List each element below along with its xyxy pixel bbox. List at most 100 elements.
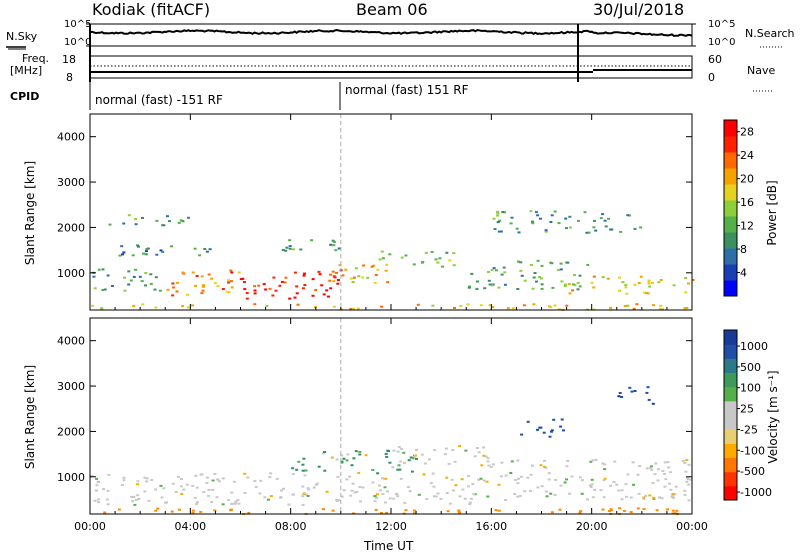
velocity-data-cell [213, 472, 217, 475]
power-data-cell [533, 272, 537, 274]
power-data-cell [516, 288, 520, 290]
power-data-cell [448, 259, 452, 262]
velocity-data-cell [195, 501, 199, 504]
power-data-cell [578, 274, 582, 277]
velocity-data-cell [95, 489, 98, 492]
power-data-cell [333, 276, 337, 279]
power-data-cell [563, 283, 567, 286]
velocity-data-cell [237, 502, 241, 505]
cpid-segment-1: normal (fast) -151 RF [95, 93, 223, 107]
velocity-data-cell [513, 493, 517, 495]
velocity-data-cell [323, 469, 327, 472]
power-data-cell [144, 284, 147, 287]
power-data-cell [264, 288, 268, 291]
velocity-data-cell [179, 485, 183, 488]
power-data-cell [108, 223, 112, 226]
velocity-data-cell [683, 462, 687, 464]
power-colorbar-swatch [724, 232, 737, 249]
velocity-data-cell [618, 392, 622, 394]
power-data-cell [331, 239, 335, 242]
power-data-cell [322, 293, 326, 296]
power-data-cell [351, 281, 355, 283]
velocity-data-cell [340, 460, 344, 463]
velocity-data-cell [636, 507, 640, 510]
velocity-data-cell [620, 498, 624, 501]
power-data-cell [568, 292, 572, 295]
velocity-data-cell [411, 457, 415, 460]
power-data-cell [230, 271, 234, 274]
velocity-data-cell [90, 475, 94, 477]
power-data-cell [372, 264, 376, 267]
power-data-cell [121, 253, 124, 256]
velocity-data-cell [202, 491, 206, 494]
power-data-cell [453, 307, 456, 309]
nsky-label: N.Sky [6, 30, 38, 43]
power-data-cell [229, 269, 233, 272]
power-data-cell [503, 271, 507, 274]
velocity-data-cell [301, 463, 305, 466]
velocity-data-cell [687, 499, 691, 502]
power-data-cell [144, 250, 148, 253]
velocity-data-cell [526, 476, 530, 479]
velocity-data-cell [516, 459, 520, 462]
velocity-data-cell [306, 495, 310, 497]
velocity-data-cell [301, 503, 305, 506]
velocity-data-cell [180, 478, 183, 480]
power-data-cell [529, 263, 533, 266]
power-data-cell [647, 279, 651, 282]
velocity-data-cell [685, 459, 689, 462]
velocity-data-cell [384, 477, 388, 480]
velocity-data-cell [550, 430, 553, 433]
power-data-cell [141, 303, 145, 306]
power-data-cell [593, 219, 597, 222]
velocity-data-cell [565, 478, 568, 481]
power-data-cell [633, 283, 637, 286]
power-data-cell [501, 211, 505, 213]
nsearch-tick-top: 10^5 [708, 19, 736, 30]
velocity-data-cell [243, 492, 247, 494]
power-data-cell [684, 291, 688, 294]
power-data-cell [162, 224, 166, 227]
velocity-data-cell [673, 493, 677, 496]
power-data-cell [559, 268, 563, 271]
velocity-data-cell [351, 512, 355, 515]
velocity-data-cell [275, 477, 279, 480]
velocity-data-cell [211, 479, 215, 482]
power-data-cell [607, 217, 610, 220]
velocity-colorbar-swatch [724, 400, 737, 416]
power-data-cell [639, 275, 643, 278]
power-data-cell [560, 280, 564, 283]
velocity-data-cell [258, 492, 262, 495]
velocity-data-cell [422, 473, 426, 476]
velocity-data-cell [660, 497, 664, 500]
velocity-data-cell [618, 507, 622, 510]
power-colorbar-swatch [724, 200, 737, 217]
power-data-cell [515, 227, 519, 230]
velocity-data-cell [663, 473, 666, 475]
power-data-cell [274, 289, 278, 292]
power-data-cell [159, 249, 163, 252]
power-data-cell [576, 288, 580, 291]
power-data-cell [633, 227, 637, 230]
velocity-data-cell [352, 457, 356, 460]
velocity-data-cell [304, 469, 308, 472]
power-data-cell [685, 307, 689, 309]
velocity-data-cell [375, 497, 379, 500]
x-tick-label: 00:00 [676, 520, 708, 533]
power-data-cell [195, 275, 199, 277]
velocity-data-cell [388, 497, 392, 500]
power-data-cell [191, 304, 194, 307]
power-data-cell [118, 254, 122, 257]
power-data-cell [161, 250, 165, 253]
velocity-data-cell [385, 455, 389, 458]
power-data-cell [467, 286, 471, 289]
power-data-cell [127, 214, 131, 217]
power-data-cell [200, 292, 204, 295]
velocity-data-cell [312, 486, 316, 489]
power-data-cell [532, 303, 536, 306]
power-data-cell [466, 303, 470, 306]
velocity-data-cell [559, 425, 563, 428]
power-data-cell [166, 215, 169, 218]
velocity-data-cell [452, 489, 455, 492]
freq-label-2: [MHz] [10, 64, 43, 77]
